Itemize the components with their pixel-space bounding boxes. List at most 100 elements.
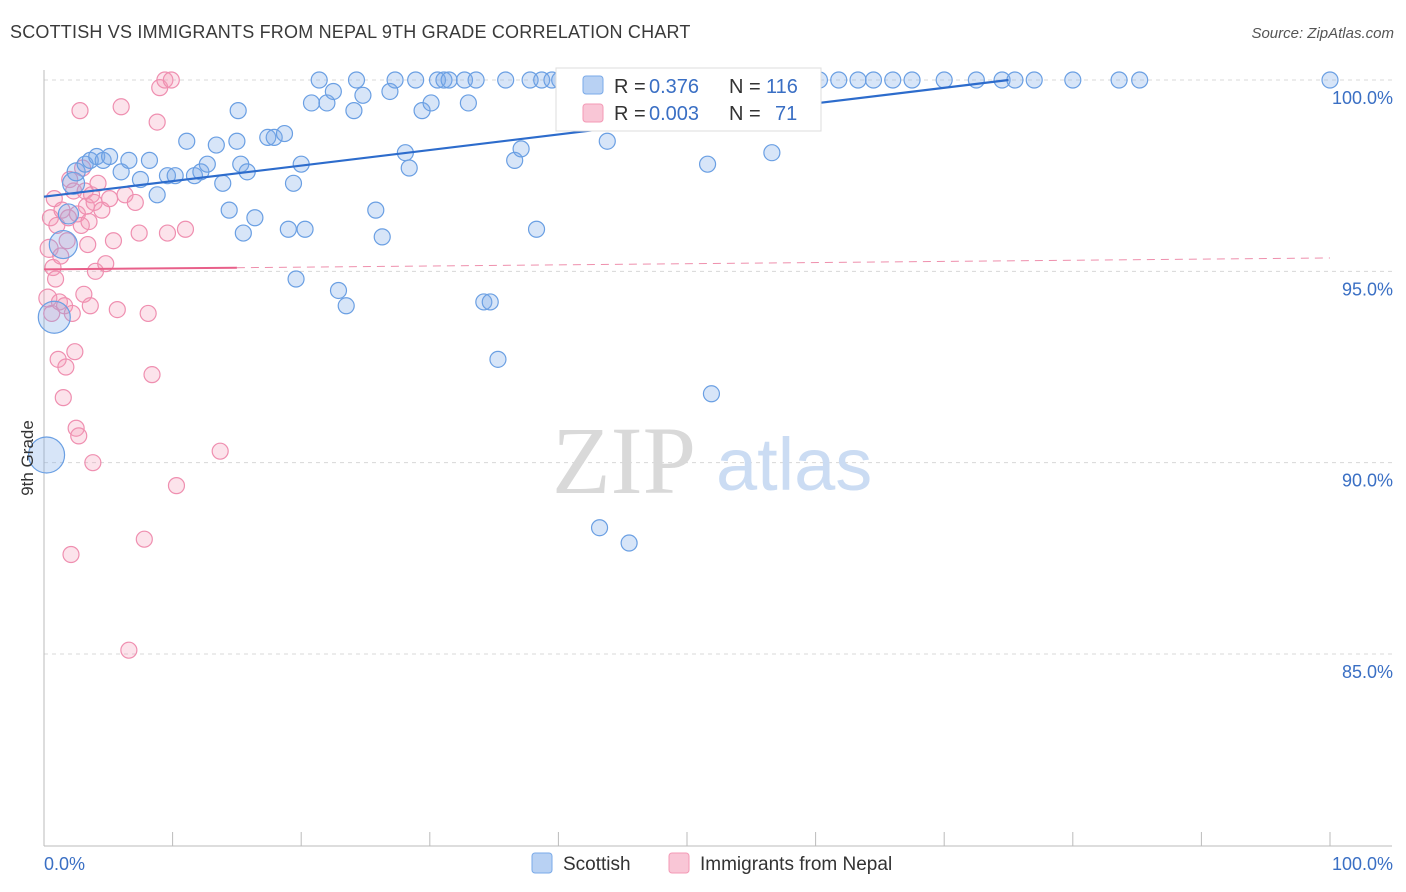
legend-n-label-scottish: N = bbox=[729, 76, 761, 98]
y-tick-label-2: 90.0% bbox=[1342, 471, 1393, 491]
legend-swatch-nepal bbox=[582, 103, 604, 123]
nepal-point-14 bbox=[57, 358, 75, 376]
nepal-point-54 bbox=[156, 71, 174, 89]
scottish-point-105 bbox=[884, 71, 902, 89]
scottish-point-49 bbox=[373, 228, 391, 246]
bottom-legend-swatch-nepal bbox=[668, 852, 690, 874]
scottish-point-44 bbox=[337, 297, 355, 315]
scottish-point-40 bbox=[310, 71, 328, 89]
scottish-point-113 bbox=[1110, 71, 1128, 89]
scottish-point-27 bbox=[229, 102, 247, 120]
nepal-point-52 bbox=[148, 113, 166, 131]
nepal-point-43 bbox=[108, 301, 126, 319]
chart-title: SCOTTISH VS IMMIGRANTS FROM NEPAL 9TH GR… bbox=[10, 22, 691, 42]
scottish-point-32 bbox=[265, 128, 283, 146]
scottish-point-103 bbox=[849, 71, 867, 89]
scottish-point-53 bbox=[400, 159, 418, 177]
nepal-point-32 bbox=[80, 212, 98, 231]
scottish-point-28 bbox=[234, 224, 252, 242]
scottish-point-35 bbox=[284, 174, 303, 192]
x-ticks bbox=[43, 832, 1331, 846]
scottish-point-24 bbox=[220, 201, 238, 219]
bottom-legend-label-scottish: Scottish bbox=[563, 854, 631, 875]
y-tick-label-3: 85.0% bbox=[1342, 662, 1393, 682]
scottish-point-104 bbox=[864, 71, 883, 89]
nepal-point-40 bbox=[97, 255, 115, 273]
legend-n-label-nepal: N = bbox=[729, 103, 761, 125]
nepal-point-10 bbox=[52, 247, 70, 265]
scottish-point-42 bbox=[324, 82, 342, 101]
scottish-point-25 bbox=[228, 132, 246, 150]
bottom-legend-label-nepal: Immigrants from Nepal bbox=[700, 854, 892, 875]
scottish-point-48 bbox=[367, 201, 385, 219]
trend-line-nepal-dashed bbox=[236, 257, 1331, 269]
watermark-atlas: atlas bbox=[716, 423, 872, 506]
nepal-point-49 bbox=[135, 530, 153, 548]
scottish-point-4 bbox=[61, 171, 86, 195]
source-credit: Source: ZipAtlas.com bbox=[1251, 25, 1394, 42]
nepal-point-58 bbox=[176, 220, 195, 238]
x-tick-label-min: 0.0% bbox=[44, 854, 85, 874]
scottish-point-65 bbox=[489, 350, 507, 368]
scottish-point-23 bbox=[214, 174, 232, 192]
x-tick-label-max: 100.0% bbox=[1332, 854, 1393, 874]
scottish-point-31 bbox=[259, 128, 277, 146]
y-tick-label-0: 100.0% bbox=[1332, 88, 1393, 108]
scottish-point-36 bbox=[287, 270, 305, 288]
nepal-point-44 bbox=[112, 98, 130, 116]
scottish-point-51 bbox=[386, 71, 404, 89]
nepal-point-0 bbox=[38, 288, 58, 308]
legend-n-value-scottish: 116 bbox=[766, 76, 798, 98]
legend-r-value-scottish: 0.376 bbox=[649, 76, 699, 98]
nepal-point-35 bbox=[84, 454, 102, 472]
scottish-point-2 bbox=[48, 229, 78, 260]
scottish-point-15 bbox=[148, 186, 166, 204]
legend-swatch-scottish bbox=[582, 75, 604, 95]
nepal-point-46 bbox=[120, 641, 138, 659]
y-axis-title: 9th Grade bbox=[18, 420, 37, 496]
scottish-point-34 bbox=[279, 220, 297, 238]
scottish-point-18 bbox=[178, 132, 196, 150]
scottish-point-62 bbox=[467, 71, 485, 89]
nepal-point-56 bbox=[158, 224, 177, 242]
scottish-point-14 bbox=[140, 151, 159, 169]
nepal-point-25 bbox=[71, 102, 89, 120]
nepal-point-59 bbox=[211, 442, 229, 460]
scottish-point-80 bbox=[598, 132, 616, 150]
nepal-point-31 bbox=[79, 235, 97, 254]
y-tick-labels: 100.0% 95.0% 90.0% 85.0% bbox=[1332, 88, 1393, 682]
scottish-point-64 bbox=[481, 293, 499, 311]
bottom-legend: Scottish Immigrants from Nepal bbox=[531, 852, 892, 875]
legend-n-value-nepal: 71 bbox=[775, 103, 797, 125]
nepal-point-6 bbox=[46, 270, 65, 288]
scottish-point-56 bbox=[422, 94, 440, 112]
scottish-point-115 bbox=[1321, 71, 1339, 89]
trend-lines bbox=[43, 78, 1331, 271]
nepal-point-47 bbox=[126, 193, 144, 212]
scottish-point-47 bbox=[354, 86, 372, 104]
nepal-point-15 bbox=[58, 232, 76, 250]
scottish-point-59 bbox=[440, 71, 458, 89]
scottish-point-38 bbox=[296, 220, 314, 238]
scottish-point-39 bbox=[302, 94, 321, 112]
scottish-point-1 bbox=[37, 300, 71, 334]
scottish-point-83 bbox=[620, 534, 638, 552]
scottish-point-58 bbox=[435, 71, 453, 89]
trend-line-nepal-solid bbox=[43, 266, 237, 271]
scottish-point-110 bbox=[1006, 71, 1024, 89]
scottish-point-97 bbox=[763, 144, 781, 162]
scottish-point-106 bbox=[903, 71, 921, 89]
nepal-point-21 bbox=[66, 343, 84, 361]
nepal-point-42 bbox=[104, 232, 123, 250]
scottish-point-107 bbox=[935, 71, 953, 89]
legend-r-value-nepal: 0.003 bbox=[649, 103, 699, 125]
nepal-point-55 bbox=[162, 71, 180, 89]
scottish-point-21 bbox=[198, 155, 216, 173]
legend-r-label-nepal: R = bbox=[614, 103, 646, 125]
scottish-point-92 bbox=[702, 385, 721, 403]
nepal-point-16 bbox=[59, 209, 78, 227]
scottish-point-102 bbox=[830, 71, 848, 89]
nepal-point-33 bbox=[81, 297, 99, 315]
trend-line-scottish bbox=[43, 78, 1009, 198]
